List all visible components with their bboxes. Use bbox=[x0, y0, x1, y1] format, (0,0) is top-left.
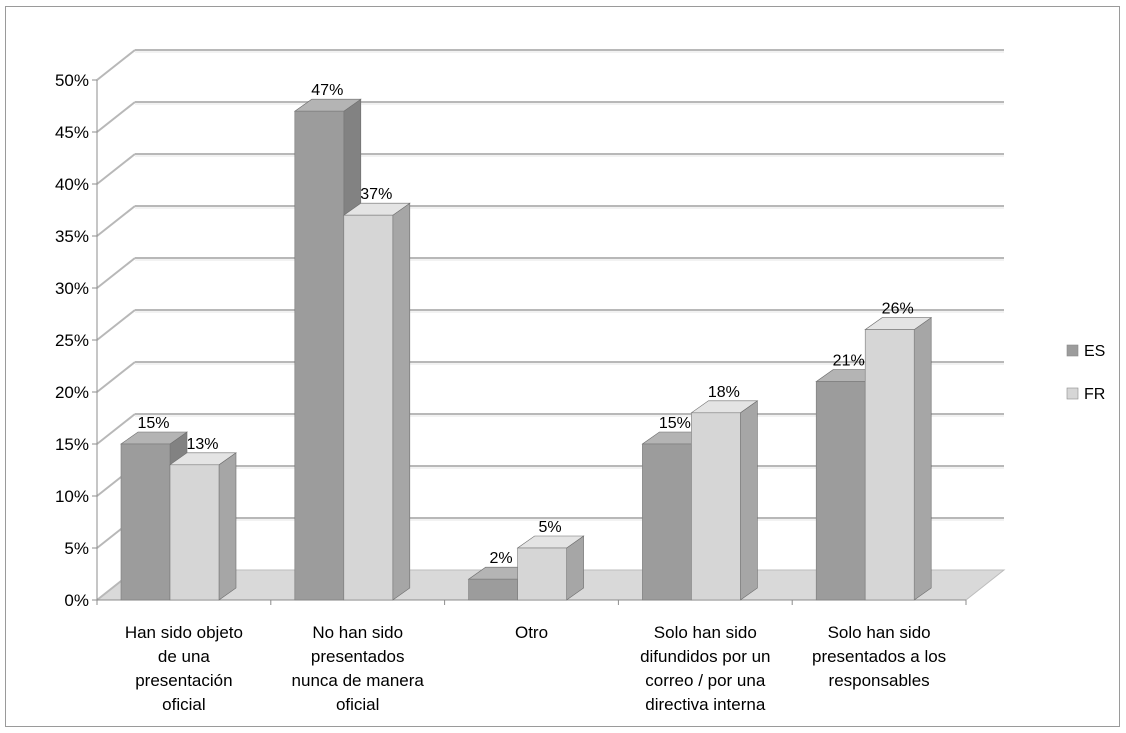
category-label-line: nunca de manera bbox=[292, 671, 425, 690]
data-label-es-4: 15% bbox=[659, 415, 691, 432]
bar-fr-5 bbox=[864, 317, 933, 601]
category-label-line: Solo han sido bbox=[828, 623, 931, 642]
chart-frame: 0% 5% 10% 15% 20% 25% 30% 35% 40% 45% 50% 15% 13% 47… bbox=[5, 6, 1120, 727]
y-tick-label: 10% bbox=[55, 487, 89, 506]
data-label-fr-2: 37% bbox=[360, 186, 392, 203]
bar-side bbox=[740, 400, 758, 601]
legend-label-fr: FR bbox=[1084, 386, 1105, 403]
bar-fr-2 bbox=[342, 202, 411, 601]
gridline-diagonal bbox=[96, 153, 136, 185]
bar-side bbox=[218, 452, 237, 601]
category-label-2: No han sido presentados nunca de manera ofi… bbox=[292, 623, 425, 714]
data-label-es-2: 47% bbox=[311, 82, 343, 99]
category-label-line: de una bbox=[158, 647, 211, 666]
data-label-fr-4: 18% bbox=[708, 384, 740, 401]
category-label-line: responsables bbox=[829, 671, 930, 690]
category-labels: Han sido objeto de una presentación oficial… bbox=[125, 623, 946, 714]
data-label-es-1: 15% bbox=[137, 415, 169, 432]
bar-side bbox=[392, 202, 411, 601]
legend: ES FR bbox=[1066, 343, 1105, 403]
y-tick-label: 5% bbox=[64, 539, 89, 558]
y-tick-label: 15% bbox=[55, 435, 89, 454]
bar-fr-3 bbox=[516, 535, 585, 601]
category-label-line: Otro bbox=[515, 623, 548, 642]
category-label-line: Han sido objeto bbox=[125, 623, 243, 642]
bar-front bbox=[120, 443, 171, 601]
bar-front bbox=[864, 329, 915, 601]
bar-front bbox=[169, 464, 220, 601]
bar-front bbox=[517, 547, 567, 601]
bar-fr-1 bbox=[169, 452, 237, 601]
y-tick-label: 35% bbox=[55, 227, 89, 246]
bar-front bbox=[642, 443, 692, 601]
data-labels: 15% 13% 47% 37% 2% 5% 15% 18% 21% 26% bbox=[137, 82, 913, 567]
data-label-fr-3: 5% bbox=[539, 519, 562, 536]
bar-front bbox=[691, 412, 741, 601]
data-label-es-3: 2% bbox=[490, 550, 513, 567]
y-tick-label: 0% bbox=[64, 591, 89, 610]
data-label-es-5: 21% bbox=[833, 353, 865, 370]
bar-chart: 0% 5% 10% 15% 20% 25% 30% 35% 40% 45% 50% 15% 13% 47… bbox=[55, 49, 1105, 714]
category-label-line: presentación bbox=[135, 671, 232, 690]
legend-swatch-fr bbox=[1066, 387, 1079, 400]
gridline-diagonal bbox=[96, 101, 136, 133]
y-tick-label: 20% bbox=[55, 383, 89, 402]
y-tick-labels: 0% 5% 10% 15% 20% 25% 30% 35% 40% 45% 50% bbox=[55, 71, 89, 610]
category-label-3: Otro bbox=[515, 623, 548, 642]
y-tick-label: 25% bbox=[55, 331, 89, 350]
bar-side bbox=[913, 317, 932, 601]
gridline-diagonal bbox=[96, 257, 136, 289]
category-label-line: correo / por una bbox=[645, 671, 766, 690]
category-label-5: Solo han sido presentados a los responsabl… bbox=[812, 623, 946, 690]
gridline-diagonal bbox=[96, 205, 136, 237]
category-label-line: presentados bbox=[311, 647, 405, 666]
data-label-fr-1: 13% bbox=[186, 436, 218, 453]
bar-front bbox=[468, 578, 518, 601]
y-tick-label: 50% bbox=[55, 71, 89, 90]
y-tick-label: 40% bbox=[55, 175, 89, 194]
gridline-diagonal bbox=[96, 361, 136, 393]
data-label-fr-5: 26% bbox=[882, 301, 914, 318]
category-label-line: difundidos por un bbox=[640, 647, 770, 666]
legend-swatch-es bbox=[1066, 344, 1079, 357]
y-tick-label: 30% bbox=[55, 279, 89, 298]
bar-front bbox=[294, 110, 345, 601]
legend-label-es: ES bbox=[1084, 343, 1105, 360]
gridline-diagonal bbox=[96, 309, 136, 341]
gridline-diagonal bbox=[96, 49, 136, 81]
category-label-line: presentados a los bbox=[812, 647, 946, 666]
category-label-line: directiva interna bbox=[645, 695, 766, 714]
category-label-line: Solo han sido bbox=[654, 623, 757, 642]
category-label-line: oficial bbox=[162, 695, 205, 714]
category-label-1: Han sido objeto de una presentación oficial bbox=[125, 623, 243, 714]
bar-front bbox=[343, 214, 394, 601]
category-label-line: No han sido bbox=[312, 623, 403, 642]
bar-front bbox=[815, 381, 866, 601]
bar-fr-4 bbox=[690, 400, 759, 601]
gridline-diagonal bbox=[96, 413, 136, 445]
y-tick-label: 45% bbox=[55, 123, 89, 142]
bars bbox=[120, 98, 933, 601]
category-label-line: oficial bbox=[336, 695, 379, 714]
category-label-4: Solo han sido difundidos por un correo / p… bbox=[640, 623, 770, 714]
